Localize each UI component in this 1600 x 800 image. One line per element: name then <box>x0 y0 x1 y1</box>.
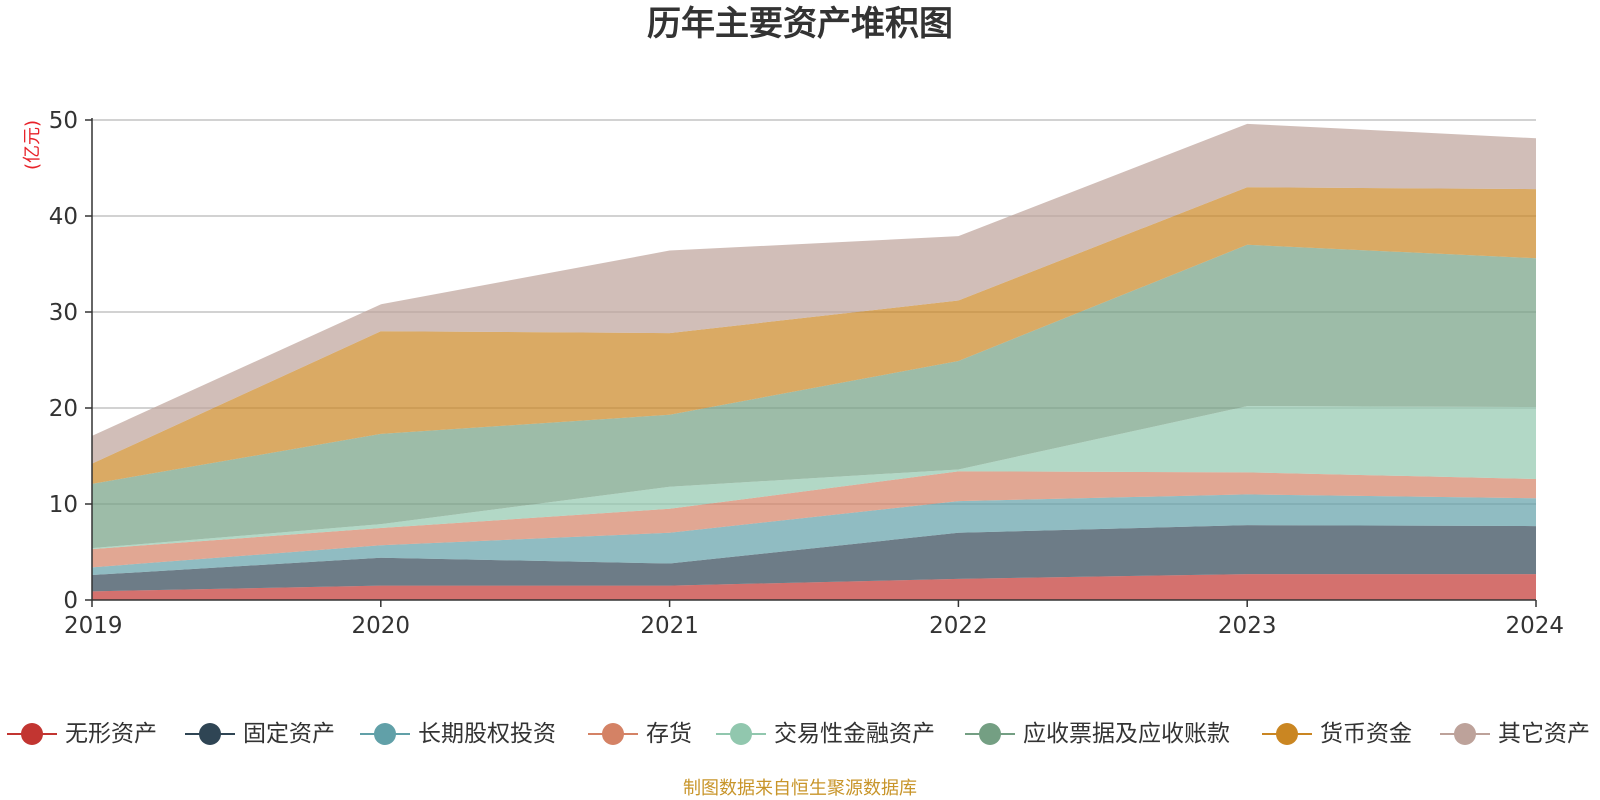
legend-label: 其它资产 <box>1498 721 1590 747</box>
legend-swatch-icon <box>716 721 766 747</box>
legend-swatch-icon <box>1262 721 1312 747</box>
area-series-5 <box>92 406 1536 550</box>
y-tick-label-30: 30 <box>49 300 78 326</box>
x-tick-label-2022: 2022 <box>929 613 988 639</box>
legend-swatch-icon <box>965 721 1015 747</box>
legend-label: 存货 <box>646 721 692 747</box>
legend-swatch-icon <box>185 721 235 747</box>
area-series-7 <box>92 187 1536 484</box>
legend-swatch-icon <box>360 721 410 747</box>
x-tick-label-2020: 2020 <box>352 613 411 639</box>
area-series-layer <box>92 123 1536 600</box>
legend-item-7[interactable]: 货币资金 <box>1262 714 1412 754</box>
y-tick-label-10: 10 <box>49 492 78 518</box>
area-series-3 <box>92 494 1536 576</box>
legend-label: 货币资金 <box>1320 721 1412 747</box>
legend-label: 固定资产 <box>243 721 335 747</box>
legend-item-2[interactable]: 固定资产 <box>185 714 335 754</box>
area-series-2 <box>92 525 1536 592</box>
legend-item-1[interactable]: 无形资产 <box>7 714 157 754</box>
area-series-4 <box>92 471 1536 568</box>
legend-item-8[interactable]: 其它资产 <box>1440 714 1590 754</box>
axes: 0 10 20 30 40 50 2019 2020 2021 2022 2023 2024 <box>49 108 1564 639</box>
y-tick-label-40: 40 <box>49 204 78 230</box>
x-tick-label-2021: 2021 <box>640 613 699 639</box>
legend-swatch-icon <box>7 721 57 747</box>
legend-item-3[interactable]: 长期股权投资 <box>360 714 556 754</box>
chart-title: 历年主要资产堆积图 <box>647 4 953 44</box>
y-tick-label-20: 20 <box>49 396 78 422</box>
legend-label: 交易性金融资产 <box>774 721 935 747</box>
area-series-6 <box>92 244 1536 549</box>
legend: 无形资产 固定资产 长期股权投资 存货 交易性金融资产 应收票据及应收账款 货币资金 其它资产 <box>0 714 1600 754</box>
legend-item-5[interactable]: 交易性金融资产 <box>716 714 935 754</box>
legend-label: 无形资产 <box>65 721 157 747</box>
legend-swatch-icon <box>588 721 638 747</box>
legend-swatch-icon <box>1440 721 1490 747</box>
legend-item-6[interactable]: 应收票据及应收账款 <box>965 714 1230 754</box>
legend-item-4[interactable]: 存货 <box>588 714 692 754</box>
y-tick-label-50: 50 <box>49 108 78 134</box>
legend-label: 应收票据及应收账款 <box>1023 721 1230 747</box>
y-tick-label-0: 0 <box>63 588 78 614</box>
source-note: 制图数据来自恒生聚源数据库 <box>683 778 917 799</box>
x-tick-label-2023: 2023 <box>1218 613 1277 639</box>
y-axis-label: (亿元) <box>22 120 43 170</box>
area-series-1 <box>92 574 1536 600</box>
x-tick-label-2024: 2024 <box>1505 613 1564 639</box>
x-tick-label-2019: 2019 <box>64 613 123 639</box>
legend-label: 长期股权投资 <box>418 721 556 747</box>
area-series-8 <box>92 123 1536 464</box>
